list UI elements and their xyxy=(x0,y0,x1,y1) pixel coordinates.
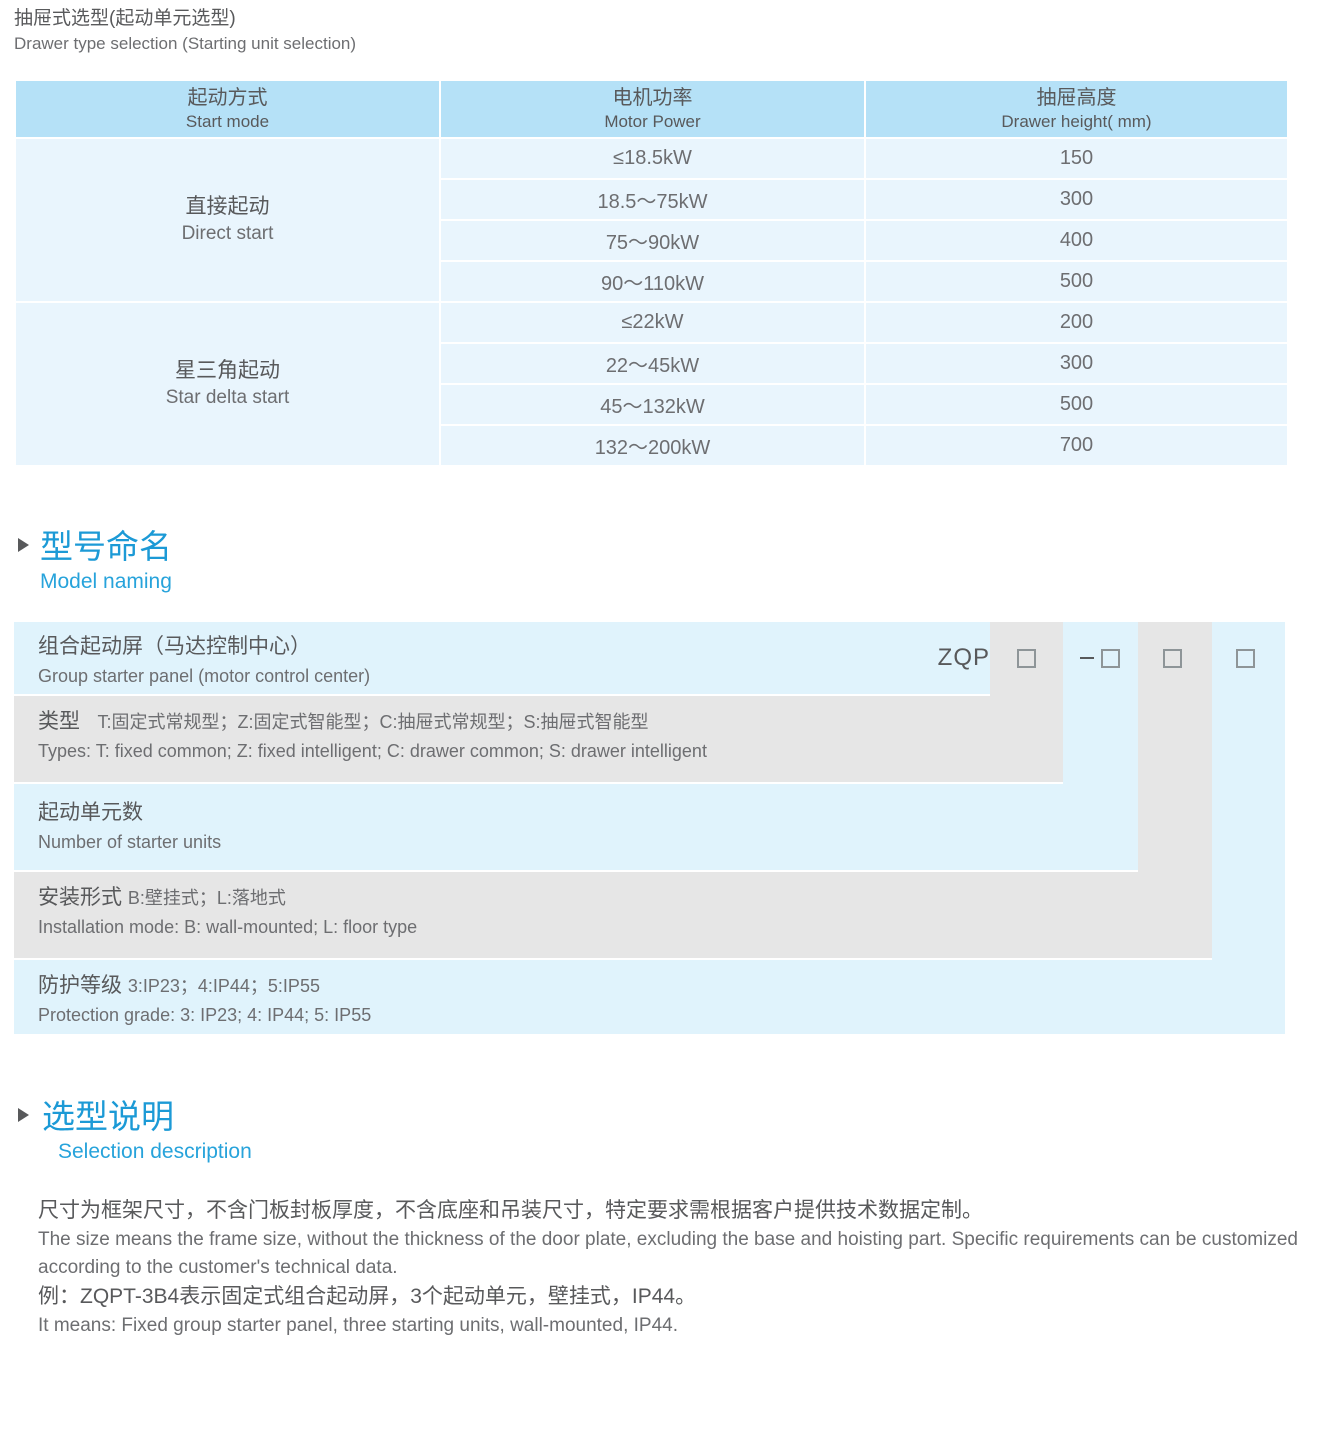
motor-power-cell: 45～132kW xyxy=(441,385,864,424)
description-paragraph-1-cn: 尺寸为框架尺寸，不含门板封板厚度，不含底座和吊装尺寸，特定要求需根据客户提供技术… xyxy=(38,1199,983,1222)
naming-row-1-en: Types: T: fixed common; Z: fixed intelli… xyxy=(38,741,707,761)
column-header-motor-power-cn: 电机功率 xyxy=(612,86,693,109)
description-paragraph-2-en: It means: Fixed group starter panel, thr… xyxy=(38,1315,678,1336)
section-heading-selection-description-cn: 选型说明 xyxy=(42,1098,174,1135)
empty-square-icon xyxy=(1163,648,1182,668)
table-body: 直接起动 Direct start ≤18.5kW 150 18.5～75kW … xyxy=(16,139,1287,465)
naming-row-0-cn: 组合起动屏（马达控制中心） xyxy=(38,635,311,658)
naming-row-4-cn: 防护等级 3:IP23；4:IP44；5:IP55 xyxy=(38,971,1285,1001)
naming-row-3-label: 安装形式 xyxy=(38,886,122,909)
naming-row-1-detail: T:固定式常规型；Z:固定式智能型；C:抽屉式常规型；S:抽屉式智能型 xyxy=(97,712,649,732)
motor-power-cell: ≤18.5kW xyxy=(441,139,864,178)
dash-icon xyxy=(1079,657,1094,659)
model-code-slot-type xyxy=(990,648,1063,668)
naming-row-protection-grade: 防护等级 3:IP23；4:IP44；5:IP55 Protection gra… xyxy=(14,960,1285,1034)
table-row: 22～45kW 300 xyxy=(16,344,1287,383)
section-heading-selection-description-en: Selection description xyxy=(58,1140,252,1163)
naming-row-types: 类型 T:固定式常规型；Z:固定式智能型；C:抽屉式常规型；S:抽屉式智能型 T… xyxy=(14,696,1063,782)
drawer-selection-table: 起动方式 Start mode 电机功率 Motor Power 抽屉高度 Dr… xyxy=(14,79,1289,467)
naming-row-group-starter-panel: 组合起动屏（马达控制中心） Group starter panel (motor… xyxy=(14,622,990,694)
triangle-bullet-icon xyxy=(18,1108,29,1122)
naming-row-4-en: Protection grade: 3: IP23; 4: IP44; 5: I… xyxy=(38,1005,372,1025)
start-mode-cell-star-delta: 星三角起动 Star delta start xyxy=(16,303,439,465)
table-header-row: 起动方式 Start mode 电机功率 Motor Power 抽屉高度 Dr… xyxy=(16,81,1287,137)
model-code-slot-protection xyxy=(1209,648,1282,668)
triangle-bullet-icon xyxy=(18,538,29,552)
model-code-slot-installation xyxy=(1136,648,1209,668)
model-code-row: ZQP xyxy=(914,622,1285,694)
drawer-height-cell: 300 xyxy=(866,344,1287,383)
table-head: 起动方式 Start mode 电机功率 Motor Power 抽屉高度 Dr… xyxy=(16,81,1287,137)
naming-row-2-cn: 起动单元数 xyxy=(38,801,143,824)
section-heading-model-naming-en: Model naming xyxy=(40,570,172,593)
table-row: 18.5～75kW 300 xyxy=(16,180,1287,219)
section-heading-selection-description: 选型说明 Selection description xyxy=(18,1097,252,1167)
motor-power-cell: ≤22kW xyxy=(441,303,864,342)
start-mode-cn: 星三角起动 xyxy=(175,359,280,382)
model-naming-diagram: 组合起动屏（马达控制中心） Group starter panel (motor… xyxy=(14,622,1285,1034)
drawer-height-cell: 500 xyxy=(866,262,1287,301)
drawer-height-cell: 200 xyxy=(866,303,1287,342)
naming-row-4-label: 防护等级 xyxy=(38,974,122,997)
motor-power-cell: 75～90kW xyxy=(441,221,864,260)
selection-description-body: 尺寸为框架尺寸，不含门板封板厚度，不含底座和吊装尺寸，特定要求需根据客户提供技术… xyxy=(38,1196,1298,1340)
motor-power-cell: 18.5～75kW xyxy=(441,180,864,219)
column-header-motor-power: 电机功率 Motor Power xyxy=(441,81,864,137)
description-paragraph-1-en: The size means the frame size, without t… xyxy=(38,1229,1298,1278)
drawer-height-cell: 700 xyxy=(866,426,1287,465)
model-code-slot-units xyxy=(1063,648,1136,668)
table-row: 45～132kW 500 xyxy=(16,385,1287,424)
naming-row-0-en: Group starter panel (motor control cente… xyxy=(38,666,371,686)
drawer-height-cell: 500 xyxy=(866,385,1287,424)
table-caption-cn: 抽屉式选型(起动单元选型) xyxy=(14,8,236,29)
start-mode-cell-direct: 直接起动 Direct start xyxy=(16,139,439,301)
motor-power-cell: 22～45kW xyxy=(441,344,864,383)
naming-row-installation-mode: 安装形式 B:壁挂式；L:落地式 Installation mode: B: w… xyxy=(14,872,1212,958)
motor-power-cell: 132～200kW xyxy=(441,426,864,465)
naming-row-2-en: Number of starter units xyxy=(38,832,222,852)
table-row: 132～200kW 700 xyxy=(16,426,1287,465)
naming-row-3-cn: 安装形式 B:壁挂式；L:落地式 xyxy=(38,883,1212,913)
model-code-prefix: ZQP xyxy=(937,644,990,671)
drawer-height-cell: 300 xyxy=(866,180,1287,219)
naming-row-3-detail: B:壁挂式；L:落地式 xyxy=(127,888,286,908)
section-heading-model-naming-cn: 型号命名 xyxy=(40,528,172,565)
naming-row-4-detail: 3:IP23；4:IP44；5:IP55 xyxy=(127,976,320,996)
drawer-height-cell: 150 xyxy=(866,139,1287,178)
naming-row-1-label: 类型 xyxy=(38,710,80,733)
column-header-drawer-height: 抽屉高度 Drawer height( mm) xyxy=(866,81,1287,137)
start-mode-cn: 直接起动 xyxy=(185,195,270,218)
empty-square-icon xyxy=(1017,648,1036,668)
table-row: 直接起动 Direct start ≤18.5kW 150 xyxy=(16,139,1287,301)
motor-power-cell: 90～110kW xyxy=(441,262,864,301)
naming-row-starter-units: 起动单元数 Number of starter units xyxy=(14,784,1138,870)
drawer-height-cell: 400 xyxy=(866,221,1287,260)
table-caption: 抽屉式选型(起动单元选型) Drawer type selection (Sta… xyxy=(14,6,914,56)
column-header-drawer-height-cn: 抽屉高度 xyxy=(1036,86,1117,109)
start-mode-en: Direct start xyxy=(181,223,274,244)
table-row: 90～110kW 500 xyxy=(16,262,1287,301)
table-row: 星三角起动 Star delta start ≤22kW 200 xyxy=(16,303,1287,465)
empty-square-icon xyxy=(1100,648,1120,668)
section-heading-model-naming: 型号命名 Model naming xyxy=(18,527,172,597)
naming-row-3-en: Installation mode: B: wall-mounted; L: f… xyxy=(38,917,418,937)
column-header-start-mode-en: Start mode xyxy=(185,111,270,131)
start-mode-en: Star delta start xyxy=(165,387,290,408)
column-header-start-mode: 起动方式 Start mode xyxy=(16,81,439,137)
description-paragraph-2-cn: 例：ZQPT-3B4表示固定式组合起动屏，3个起动单元，壁挂式，IP44。 xyxy=(38,1285,697,1308)
column-header-start-mode-cn: 起动方式 xyxy=(187,86,268,109)
naming-row-1-cn: 类型 T:固定式常规型；Z:固定式智能型；C:抽屉式常规型；S:抽屉式智能型 xyxy=(38,707,1063,737)
table-caption-en: Drawer type selection (Starting unit sel… xyxy=(14,34,357,53)
column-header-drawer-height-en: Drawer height( mm) xyxy=(1001,111,1152,131)
table-row: 75～90kW 400 xyxy=(16,221,1287,260)
empty-square-icon xyxy=(1236,648,1255,668)
column-header-motor-power-en: Motor Power xyxy=(604,111,701,131)
